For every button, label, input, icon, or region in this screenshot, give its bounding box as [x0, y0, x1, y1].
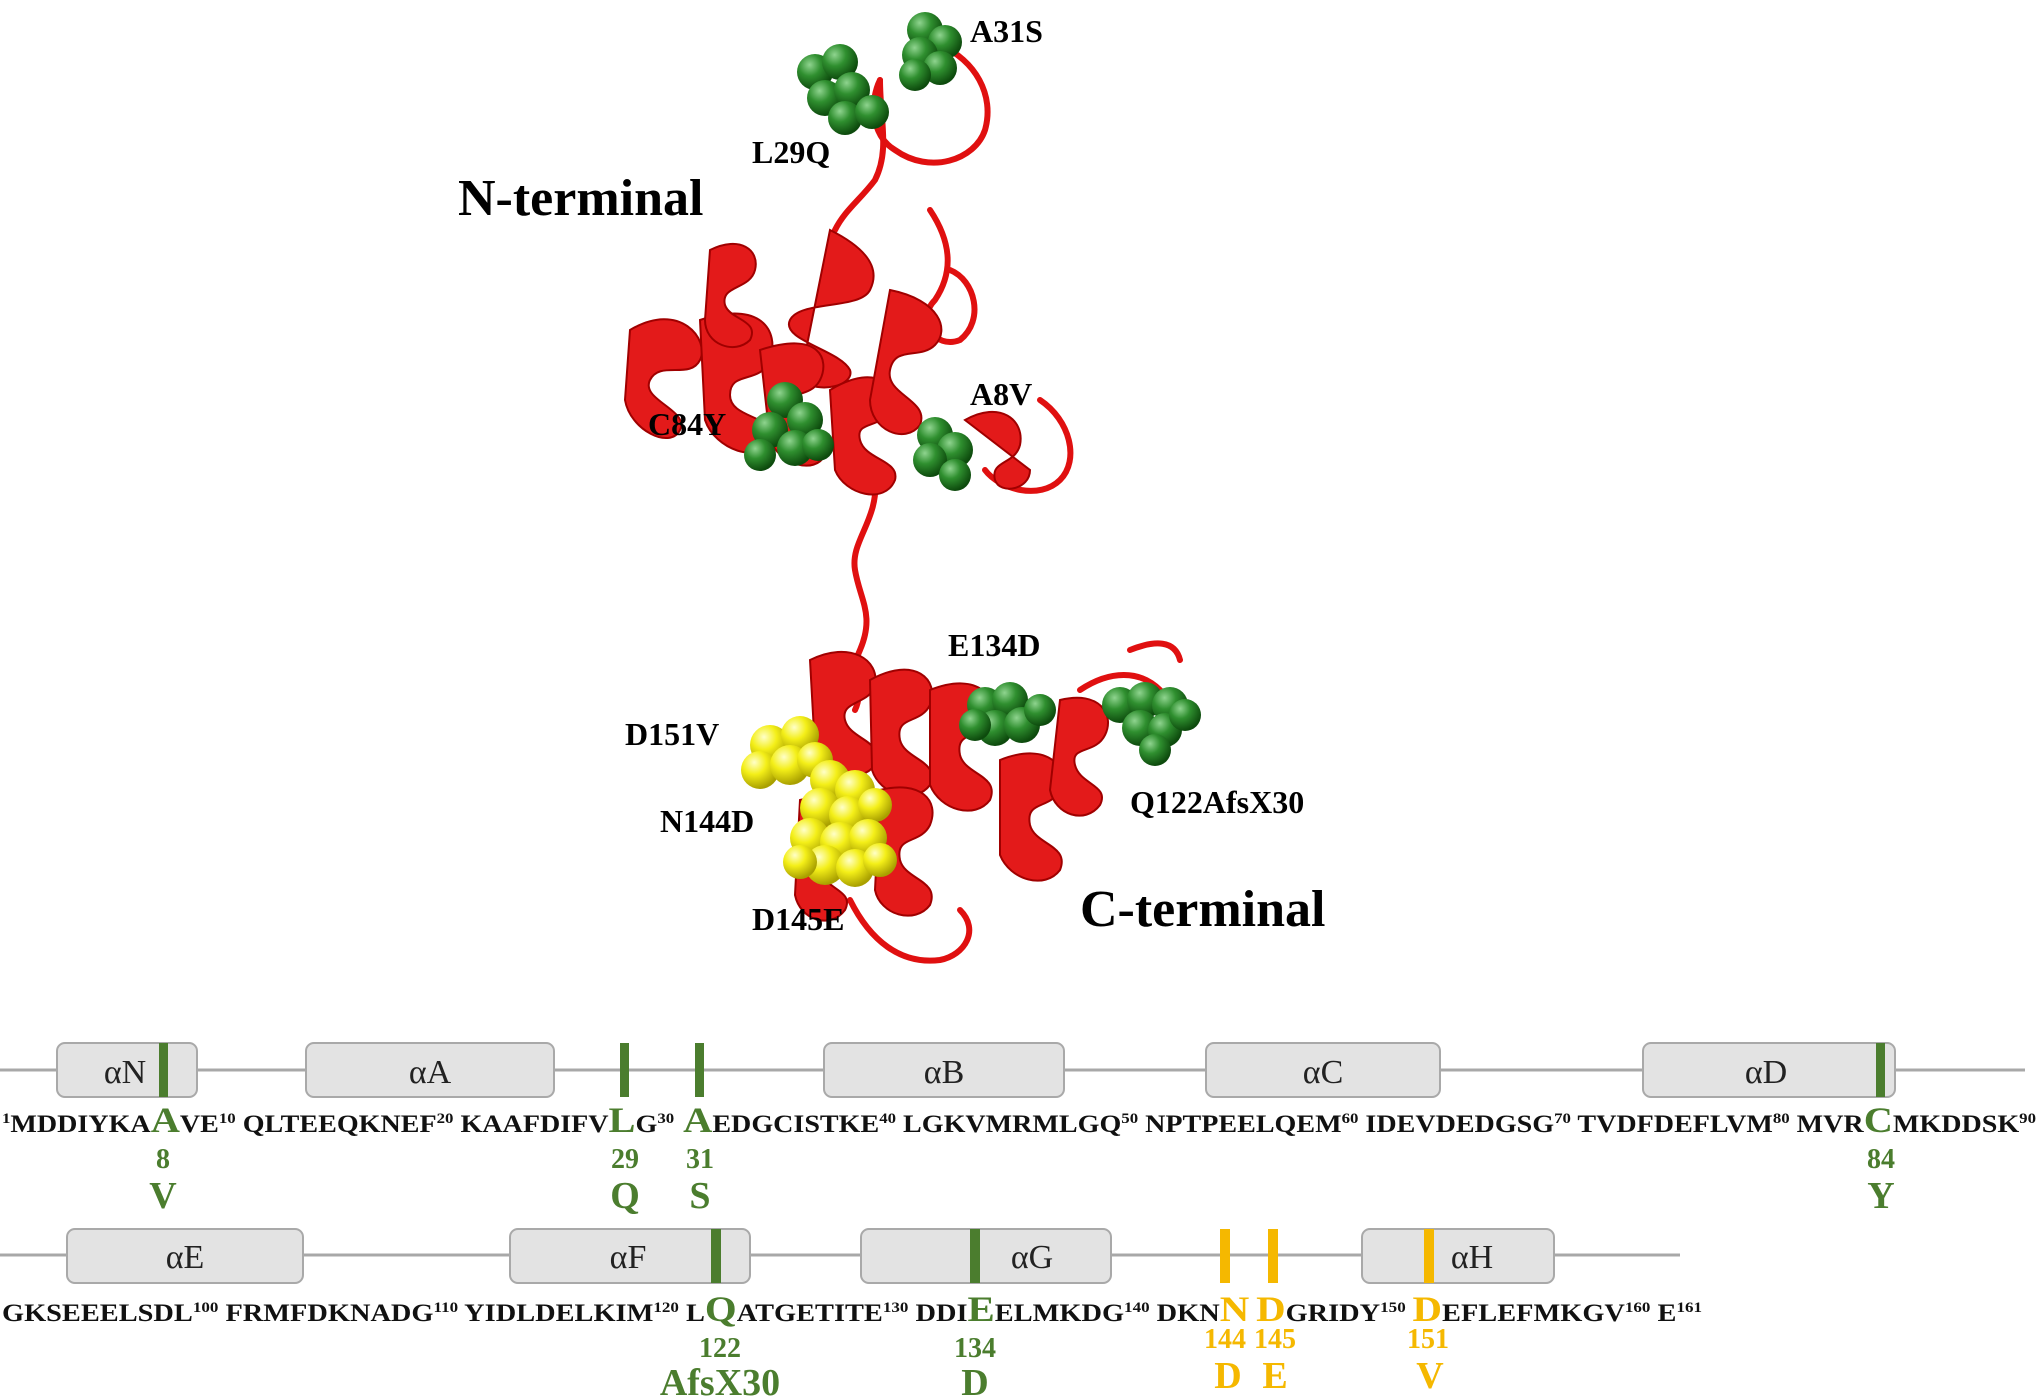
spheres-d145e	[783, 818, 897, 887]
marker-c84	[1876, 1043, 1885, 1097]
spheres-a8v	[913, 417, 973, 491]
marker-d151	[1424, 1229, 1434, 1283]
helix-box-alphaG	[860, 1228, 1112, 1284]
spheres-q122afsx30	[1102, 682, 1201, 766]
label-a8v: A8V	[970, 376, 1032, 412]
coil-c-top	[1127, 640, 1183, 663]
sequence-text-1: 1MDDIYKA A VE 10 QLTEEQKNEF 20 KAAFDIFV L G 30 A…	[2, 1100, 2036, 1140]
marker-a8	[159, 1043, 168, 1097]
sequence-row-1: αN αA αB αC αD 1MDDIYKA A VE 10 QLTEEQKNEF 2…	[0, 1042, 2036, 1217]
alt-84: Y	[1867, 1175, 1894, 1217]
c-terminal-label: C-terminal	[1080, 881, 1325, 938]
alt-134: D	[961, 1362, 988, 1397]
pos-29: 29	[611, 1144, 639, 1175]
spheres-a31s	[899, 12, 962, 91]
label-d145e: D145E	[752, 901, 844, 937]
helix-label-alphaE: αE	[166, 1239, 205, 1276]
spheres-d151v	[741, 716, 833, 789]
label-c84y: C84Y	[648, 406, 726, 442]
pos-144: 144	[1204, 1324, 1246, 1355]
spheres-l29q	[797, 44, 889, 135]
marker-e134	[970, 1229, 980, 1283]
marker-d145	[1268, 1229, 1278, 1283]
helix-label-alphaF: αF	[610, 1239, 647, 1276]
helix-box-alphaC	[1205, 1042, 1441, 1098]
helix-box-alphaA	[305, 1042, 555, 1098]
label-n144d: N144D	[660, 803, 754, 839]
alt-31: S	[689, 1175, 710, 1217]
pos-122: 122	[699, 1333, 741, 1364]
label-q122afsx30: Q122AfsX30	[1130, 784, 1304, 820]
spheres-e134d	[959, 682, 1056, 746]
pos-134: 134	[954, 1333, 996, 1364]
label-e134d: E134D	[948, 627, 1040, 663]
coil-c-bottom	[847, 897, 973, 964]
pos-151: 151	[1407, 1324, 1449, 1355]
helix-label-alphaG: αG	[1011, 1239, 1053, 1276]
marker-a31	[695, 1043, 704, 1097]
helix-label-alphaB: αB	[924, 1054, 965, 1091]
helix-label-alphaA: αA	[409, 1054, 452, 1091]
alt-8: V	[149, 1175, 177, 1217]
alt-145: E	[1262, 1355, 1287, 1397]
marker-q122	[711, 1229, 721, 1283]
alt-151: V	[1416, 1355, 1444, 1397]
label-a31s: A31S	[970, 13, 1043, 49]
alt-144: D	[1214, 1355, 1241, 1397]
label-d151v: D151V	[625, 716, 719, 752]
helix-box-alphaE	[66, 1228, 304, 1284]
helix-box-alphaF	[509, 1228, 751, 1284]
n-domain-helices	[623, 228, 1032, 496]
helix-label-alphaC: αC	[1303, 1054, 1344, 1091]
helix-label-alphaD: αD	[1745, 1054, 1787, 1091]
alt-29: Q	[610, 1175, 640, 1217]
alt-122: AfsX30	[660, 1362, 780, 1397]
n-terminal-label: N-terminal	[458, 170, 703, 227]
pos-84: 84	[1867, 1144, 1895, 1175]
helix-label-alphaN: αN	[104, 1054, 146, 1091]
label-l29q: L29Q	[752, 134, 830, 170]
marker-n144	[1220, 1229, 1230, 1283]
sequence-row-2: αE αF αG αH GKSEEELSDL 100 FRMFDKNADG 110 …	[0, 1228, 1702, 1397]
pos-145: 145	[1254, 1324, 1296, 1355]
spheres-c84y	[744, 382, 834, 471]
pos-8: 8	[156, 1144, 170, 1175]
pos-31: 31	[686, 1144, 714, 1175]
helix-label-alphaH: αH	[1451, 1239, 1493, 1276]
marker-l29	[620, 1043, 629, 1097]
helix-box-alphaD	[1642, 1042, 1896, 1098]
helix-box-alphaH	[1361, 1228, 1555, 1284]
helix-box-alphaB	[823, 1042, 1065, 1098]
sequence-text-2: GKSEEELSDL 100 FRMFDKNADG 110 YIDLDELKIM 12…	[2, 1289, 1702, 1329]
protein-structure	[623, 12, 1201, 964]
